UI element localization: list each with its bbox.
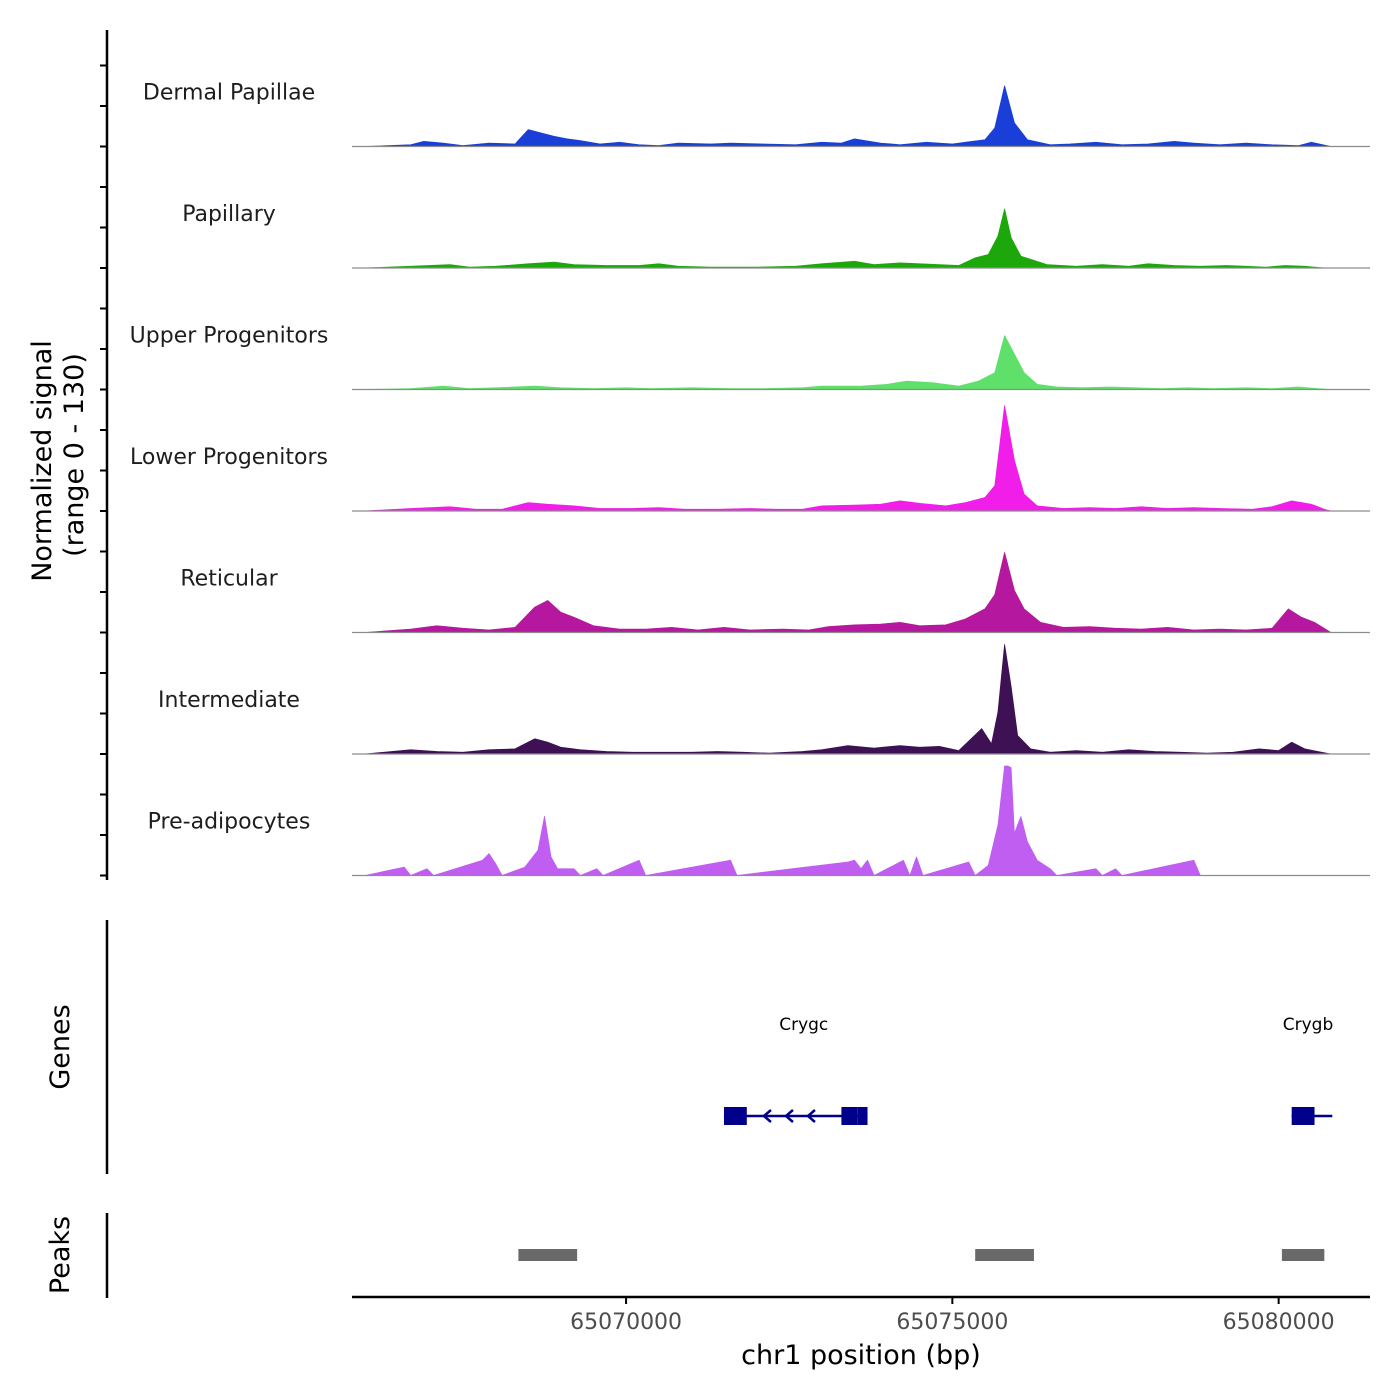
signal-panel-y-axis — [100, 30, 109, 880]
y-axis-label-line1: Normalized signal — [27, 340, 58, 582]
track-label: Intermediate — [158, 688, 300, 713]
peak-bar — [1281, 1249, 1325, 1261]
gene-exon — [857, 1107, 868, 1125]
gene-models: Crygc Crygb — [723, 1015, 1334, 1125]
signal-track-area — [364, 765, 1201, 876]
gene-name-label: Crygc — [779, 1015, 828, 1035]
strand-arrow — [806, 1109, 816, 1123]
track-label: Pre-adipocytes — [148, 810, 311, 835]
genes-panel-label: Genes — [45, 1004, 76, 1089]
track-label: Papillary — [182, 202, 276, 227]
peak-bar — [975, 1249, 1034, 1261]
track-label: Upper Progenitors — [130, 324, 329, 349]
signal-track-area — [364, 208, 1325, 269]
peak-regions — [518, 1249, 1325, 1261]
signal-track-labels: Dermal Papillae Papillary Upper Progenitor… — [130, 81, 329, 835]
x-axis-tick-label: 65070000 — [570, 1310, 682, 1335]
x-axis-ticks: 65070000 65075000 65080000 — [570, 1297, 1335, 1335]
gene-exon — [841, 1107, 858, 1125]
x-axis-tick-label: 65075000 — [896, 1310, 1008, 1335]
gene-exon — [723, 1107, 747, 1125]
signal-track-area — [364, 644, 1332, 755]
track-label: Dermal Papillae — [143, 81, 315, 106]
strand-arrow — [784, 1109, 794, 1123]
track-label: Reticular — [180, 567, 278, 592]
gene-exon — [1291, 1107, 1315, 1125]
signal-track-area — [364, 85, 1332, 147]
signal-tracks — [352, 85, 1370, 877]
signal-track-area — [364, 405, 1332, 512]
track-label: Lower Progenitors — [130, 445, 328, 470]
y-axis-label-line2: (range 0 - 130) — [59, 353, 90, 557]
gene-name-label: Crygb — [1283, 1015, 1334, 1035]
strand-arrow — [762, 1109, 772, 1123]
signal-track-area — [364, 335, 1332, 390]
signal-track-area — [364, 552, 1332, 633]
peaks-panel-label: Peaks — [45, 1216, 76, 1294]
x-axis-title: chr1 position (bp) — [741, 1340, 981, 1371]
x-axis-tick-label: 65080000 — [1223, 1310, 1335, 1335]
peak-bar — [518, 1249, 578, 1261]
